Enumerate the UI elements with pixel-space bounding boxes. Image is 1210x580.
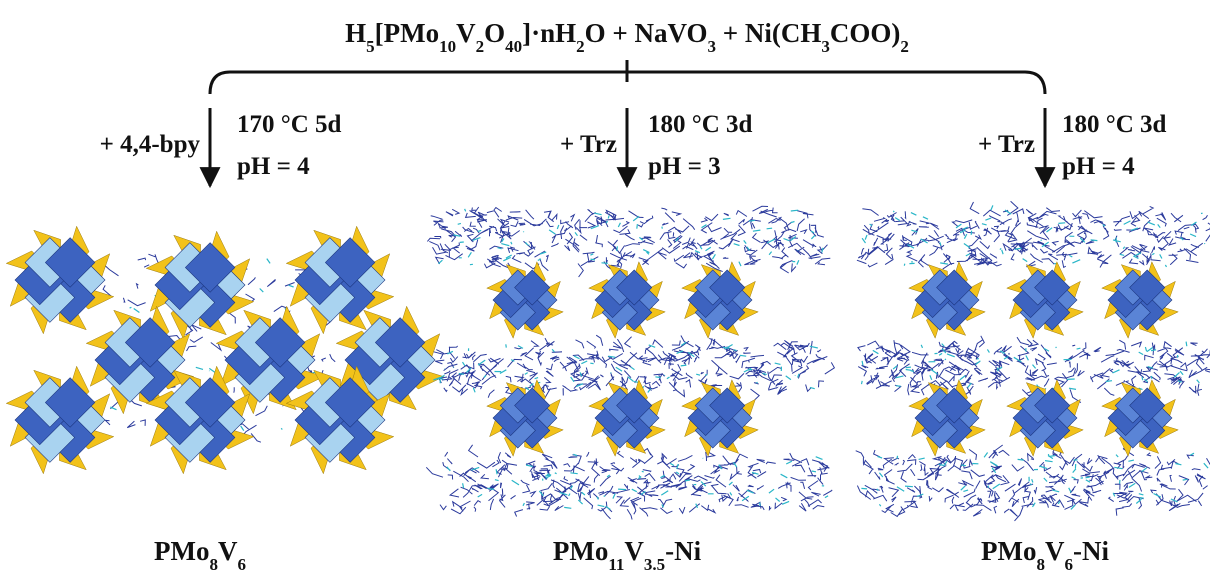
conditions: 170 °C 5d <box>237 111 342 138</box>
ligand-network <box>425 444 833 520</box>
conditions: 180 °C 3d <box>648 111 753 138</box>
mo-polyhedron <box>184 242 236 293</box>
mo-polyhedron <box>44 237 96 288</box>
reagent: + 4,4-bpy <box>100 131 201 158</box>
mo-polyhedron <box>124 317 176 368</box>
arrows <box>199 108 1056 189</box>
mo-polyhedron <box>254 317 306 368</box>
mo-polyhedron <box>709 269 746 306</box>
mo-polyhedron <box>184 377 236 428</box>
ligand-network <box>438 208 824 267</box>
mo-polyhedron <box>1129 387 1166 424</box>
ligand-network <box>433 341 818 393</box>
ligand-network <box>855 441 1210 522</box>
reagent: + Trz <box>560 131 617 158</box>
mo-polyhedron <box>616 269 653 306</box>
ph: pH = 3 <box>648 153 721 180</box>
ph: pH = 4 <box>237 153 310 180</box>
ligand-network <box>446 453 829 510</box>
structures <box>5 200 1210 522</box>
mo-polyhedron <box>1129 269 1166 306</box>
ligand-network <box>427 205 831 278</box>
reagent: + Trz <box>978 131 1035 158</box>
mo-polyhedron <box>936 387 973 424</box>
ligand-network <box>861 452 1209 510</box>
ligand-network <box>857 335 1210 404</box>
product: PMo8V6 <box>154 536 246 574</box>
product: PMo8V6-Ni <box>981 536 1109 574</box>
ligand-network <box>861 205 1206 268</box>
mo-polyhedron <box>616 387 653 424</box>
mo-polyhedron <box>1034 387 1071 424</box>
ph: pH = 4 <box>1062 153 1135 180</box>
mo-polyhedron <box>324 377 376 428</box>
ligand-network <box>856 200 1210 270</box>
mo-polyhedron <box>514 269 551 306</box>
conditions: 180 °C 3d <box>1062 111 1167 138</box>
mo-polyhedron <box>374 317 426 368</box>
mo-polyhedron <box>514 387 551 424</box>
mo-polyhedron <box>1034 269 1071 306</box>
reaction: H5[PMo10V2O40]·nH2O + NaVO3 + Ni(CH3COO)… <box>345 18 909 56</box>
mo-polyhedron <box>324 237 376 288</box>
mo-polyhedron <box>936 269 973 306</box>
mo-polyhedron <box>709 387 746 424</box>
product: PMo11V3.5-Ni <box>553 536 702 574</box>
mo-polyhedron <box>44 377 96 428</box>
